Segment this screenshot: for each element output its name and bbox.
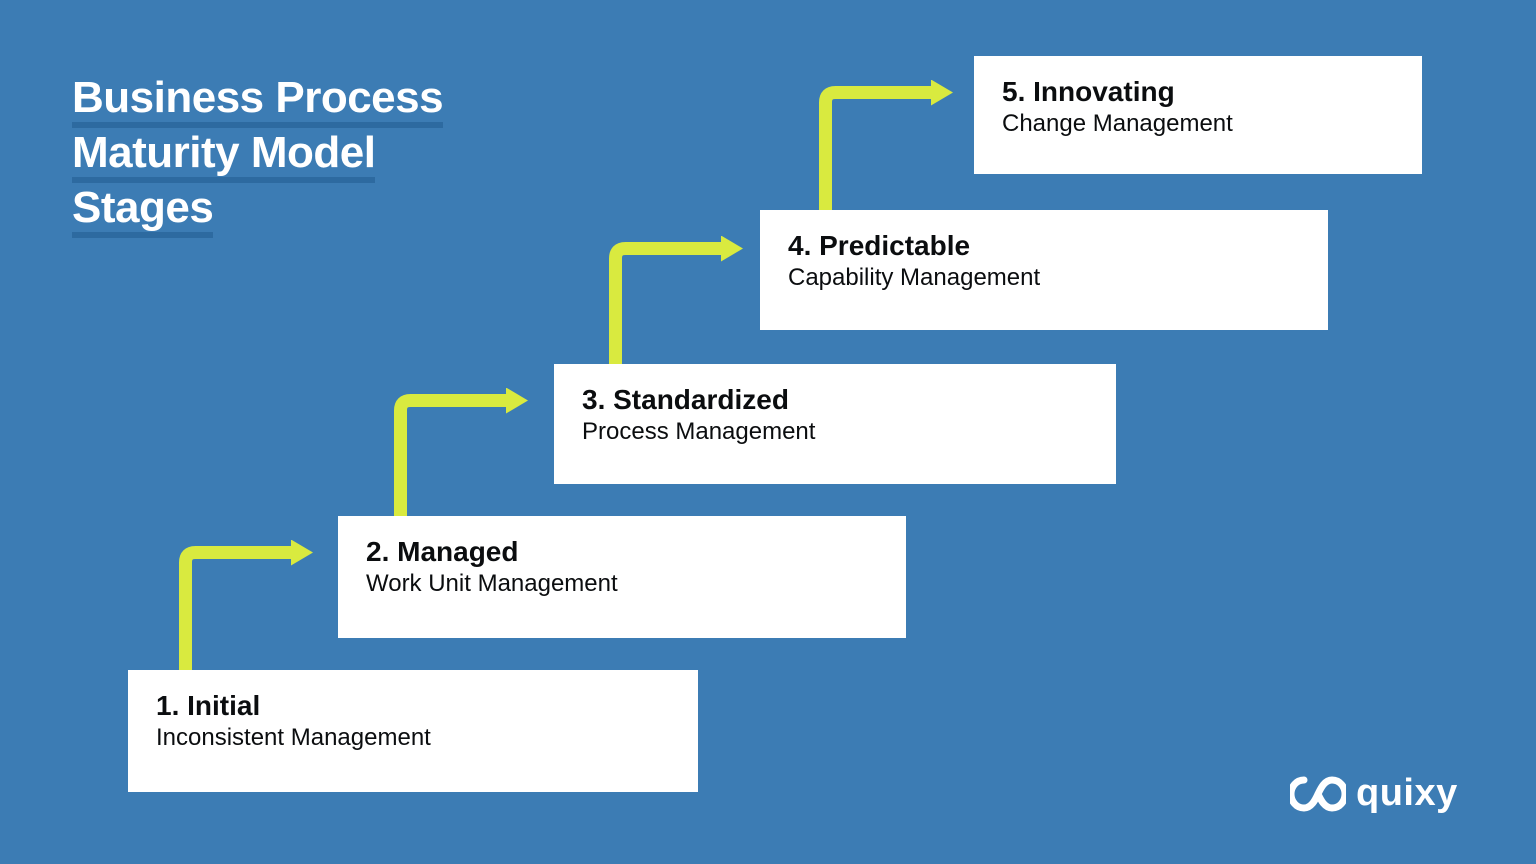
stage-title-5: 5. Innovating — [1002, 76, 1394, 108]
stage-title-2: 2. Managed — [366, 536, 878, 568]
brand-logo: quixy — [1290, 772, 1458, 815]
stage-subtitle-4: Capability Management — [788, 264, 1300, 292]
step-arrow-4 — [815, 80, 955, 210]
stage-subtitle-1: Inconsistent Management — [156, 724, 670, 752]
stage-box-3: 3. StandardizedProcess Management — [554, 364, 1116, 484]
stage-box-1: 1. InitialInconsistent Management — [128, 670, 698, 792]
brand-name: quixy — [1356, 772, 1458, 815]
stage-title-1: 1. Initial — [156, 690, 670, 722]
page-title: Business Process Maturity Model Stages — [72, 70, 443, 235]
stage-subtitle-3: Process Management — [582, 418, 1088, 446]
stage-title-4: 4. Predictable — [788, 230, 1300, 262]
stage-box-5: 5. InnovatingChange Management — [974, 56, 1422, 174]
title-line-3: Stages — [72, 183, 213, 238]
stage-subtitle-5: Change Management — [1002, 110, 1394, 138]
stage-box-2: 2. ManagedWork Unit Management — [338, 516, 906, 638]
step-arrow-1 — [175, 540, 315, 670]
stage-title-3: 3. Standardized — [582, 384, 1088, 416]
stage-box-4: 4. PredictableCapability Management — [760, 210, 1328, 330]
title-line-2: Maturity Model — [72, 128, 375, 183]
title-line-1: Business Process — [72, 73, 443, 128]
stage-subtitle-2: Work Unit Management — [366, 570, 878, 598]
step-arrow-3 — [605, 236, 745, 364]
infinity-icon — [1290, 775, 1346, 813]
step-arrow-2 — [390, 388, 530, 516]
canvas: Business Process Maturity Model Stages 1… — [0, 0, 1536, 864]
